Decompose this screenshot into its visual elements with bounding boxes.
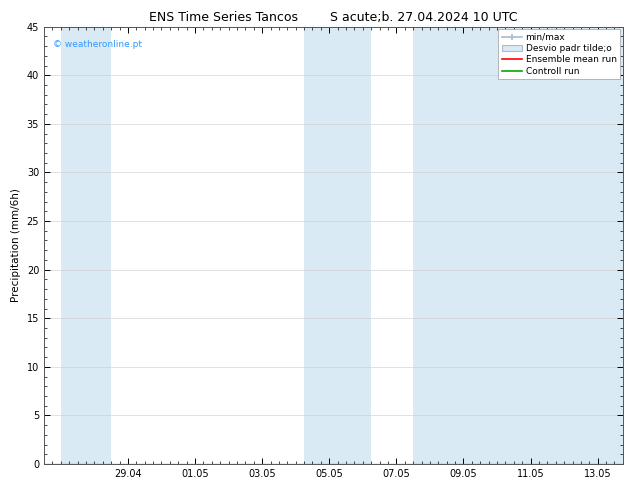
Text: © weatheronline.pt: © weatheronline.pt xyxy=(53,40,142,49)
Legend: min/max, Desvio padr tilde;o, Ensemble mean run, Controll run: min/max, Desvio padr tilde;o, Ensemble m… xyxy=(498,29,620,79)
Title: ENS Time Series Tancos        S acute;b. 27.04.2024 10 UTC: ENS Time Series Tancos S acute;b. 27.04.… xyxy=(149,11,518,24)
Bar xyxy=(304,26,372,464)
Bar xyxy=(61,26,111,464)
Y-axis label: Precipitation (mm/6h): Precipitation (mm/6h) xyxy=(11,189,21,302)
Bar xyxy=(413,26,623,464)
